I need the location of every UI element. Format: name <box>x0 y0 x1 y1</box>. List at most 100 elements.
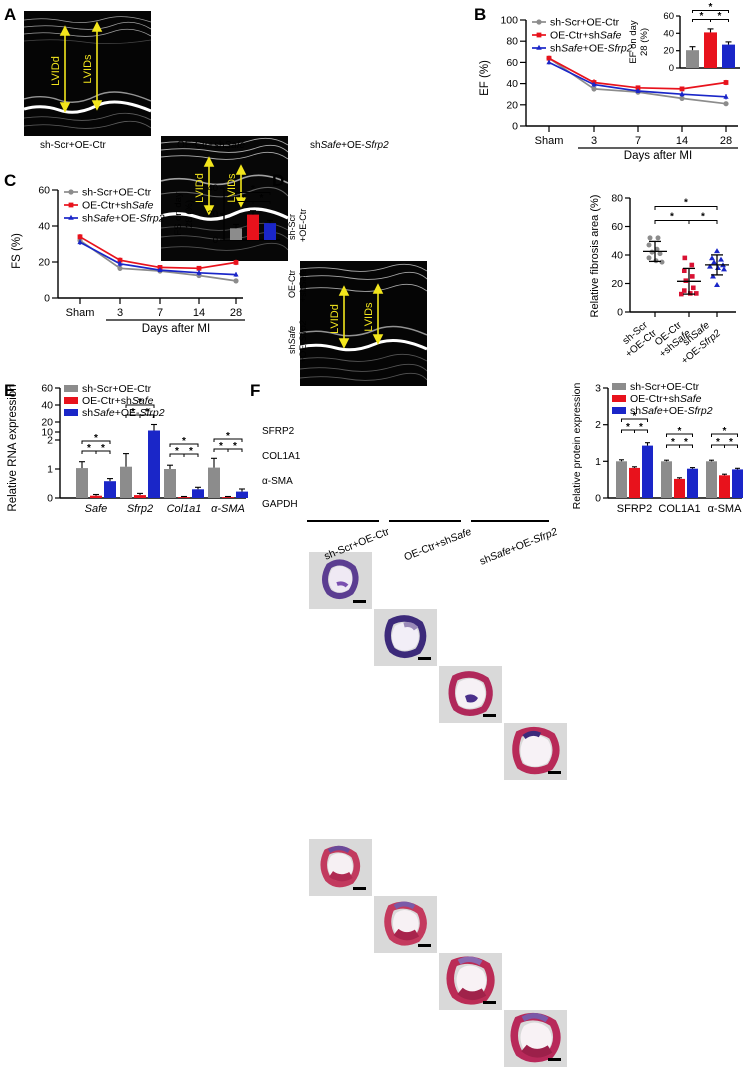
blot-row-label-sfrp2: SFRP2 <box>262 426 295 437</box>
svg-text:*: * <box>723 426 727 437</box>
svg-text:*: * <box>633 411 637 422</box>
svg-text:20: 20 <box>611 278 623 290</box>
svg-text:0: 0 <box>595 493 601 505</box>
svg-text:Col1a1: Col1a1 <box>167 503 202 515</box>
svg-text:FS on day: FS on day <box>173 192 184 236</box>
svg-text:20: 20 <box>41 417 53 429</box>
scale-bar-r2c2 <box>418 944 431 947</box>
svg-text:sh-Scr+OE-Ctr: sh-Scr+OE-Ctr <box>550 17 620 29</box>
blot-group-line-1 <box>307 520 379 522</box>
svg-text:OE-Ctr+shSafe: OE-Ctr+shSafe <box>402 526 473 564</box>
scale-bar-r2c4 <box>548 1058 561 1061</box>
blot-group-line-2 <box>389 520 461 522</box>
histology-image-r1c4 <box>504 723 567 780</box>
svg-text:20: 20 <box>663 46 674 57</box>
svg-text:40: 40 <box>611 250 623 262</box>
svg-text:*: * <box>94 433 98 444</box>
svg-text:60: 60 <box>38 185 50 197</box>
svg-text:7: 7 <box>635 135 641 147</box>
svg-text:*: * <box>671 437 675 448</box>
svg-text:sh-Scr+OE-Ctr: sh-Scr+OE-Ctr <box>82 383 152 395</box>
svg-text:40: 40 <box>41 400 53 412</box>
panel-f-ylabel: Relative protein expression <box>571 383 583 510</box>
svg-text:*: * <box>233 441 237 452</box>
svg-text:60: 60 <box>41 383 53 395</box>
panel-c-letter: C <box>4 171 17 190</box>
svg-text:3: 3 <box>595 383 601 395</box>
scale-bar-r1c2 <box>418 657 431 660</box>
svg-text:α-SMA: α-SMA <box>211 503 245 515</box>
svg-text:*: * <box>219 441 223 452</box>
svg-text:*: * <box>243 193 247 204</box>
echo-caption-3: shSafe+OE-Sfrp2 <box>310 140 389 151</box>
svg-text:shSafe+OE-Sfrp2: shSafe+OE-Sfrp2 <box>550 43 633 55</box>
lvids-label-3: LVIDs <box>363 302 375 332</box>
panel-b-chart: 0 20 40 60 80 100 EF (%) Sham 3 7 14 28 … <box>479 15 738 162</box>
svg-text:60: 60 <box>611 221 623 233</box>
svg-text:1: 1 <box>47 464 53 476</box>
panel-b-xlabel: Days after MI <box>624 150 692 162</box>
svg-text:OE-Ctr+shSafe: OE-Ctr+shSafe <box>82 395 154 407</box>
histology-image-r2c1 <box>309 839 372 896</box>
svg-text:Sham: Sham <box>66 307 95 319</box>
panel-d-row-label-2b: +shSafe <box>298 268 308 302</box>
svg-text:*: * <box>716 437 720 448</box>
panel-e-legend: sh-Scr+OE-Ctr OE-Ctr+shSafe shSafe+OE-Sf… <box>64 383 165 419</box>
svg-text:*: * <box>626 422 630 433</box>
echo-trace-3: LVIDd LVIDs <box>300 261 427 386</box>
svg-text:sh-Scr+OE-Ctr: sh-Scr+OE-Ctr <box>630 381 700 393</box>
svg-text:14: 14 <box>676 135 688 147</box>
svg-text:Safe: Safe <box>85 503 108 515</box>
svg-text:40: 40 <box>506 78 518 90</box>
svg-text:1: 1 <box>595 456 601 468</box>
panel-d-row-label-3b: +OE-Sfrp2 <box>298 320 308 363</box>
svg-text:0: 0 <box>669 63 674 74</box>
scale-bar-r2c1 <box>353 887 366 890</box>
svg-text:*: * <box>701 212 705 223</box>
panel-f-chart: 01 23 Relative protein expression * ** * *… <box>571 381 743 515</box>
scale-bar-r2c3 <box>483 1001 496 1004</box>
svg-text:80: 80 <box>611 193 623 205</box>
svg-text:*: * <box>138 397 142 408</box>
scale-bar-r1c1 <box>353 600 366 603</box>
svg-text:*: * <box>101 443 105 454</box>
svg-text:OE-Ctr+shSafe: OE-Ctr+shSafe <box>550 30 622 42</box>
svg-text:28: 28 <box>230 307 242 319</box>
svg-text:28 (%): 28 (%) <box>184 200 195 228</box>
panel-c-inset-chart: 0 20 40 FS on day 28 (%) * * * <box>173 183 280 246</box>
svg-text:0: 0 <box>47 493 53 505</box>
panel-b-letter: B <box>474 5 487 24</box>
svg-text:sh-Scr+OE-Ctr: sh-Scr+OE-Ctr <box>82 187 152 199</box>
svg-text:28 (%): 28 (%) <box>639 28 650 56</box>
svg-text:*: * <box>678 426 682 437</box>
svg-text:*: * <box>718 11 722 22</box>
svg-text:*: * <box>729 437 733 448</box>
panel-f-legend: sh-Scr+OE-Ctr OE-Ctr+shSafe shSafe+OE-Sf… <box>612 381 713 417</box>
panel-e-letter: E <box>4 381 16 400</box>
panel-e-chart: 0 1 2 10 20 40 60 Relative RNA expressio… <box>7 383 248 515</box>
histology-image-r2c2 <box>374 896 437 953</box>
histology-image-r1c3 <box>439 666 502 723</box>
blot-group-line-3 <box>471 520 549 522</box>
histology-image-r2c3 <box>439 953 502 1010</box>
histology-image-r1c2 <box>374 609 437 666</box>
panel-c-ylabel: FS (%) <box>11 233 23 269</box>
panel-d-row-label-1b: +OE-Ctr <box>298 208 308 242</box>
panel-d-letter: D <box>272 171 285 190</box>
panel-d-row-label-1: sh-Scr <box>287 213 297 240</box>
svg-text:*: * <box>700 11 704 22</box>
svg-text:20: 20 <box>38 257 50 269</box>
echo-image-3: LVIDd LVIDs <box>300 261 427 386</box>
svg-text:*: * <box>182 436 186 447</box>
svg-text:0: 0 <box>213 235 218 246</box>
svg-text:shSafe+OE-Sfrp2: shSafe+OE-Sfrp2 <box>630 405 713 417</box>
svg-text:OE-Ctr+shSafe: OE-Ctr+shSafe <box>630 393 702 405</box>
scale-bar-r1c4 <box>548 771 561 774</box>
panel-e-ylabel: Relative RNA expression <box>7 384 19 511</box>
echo-caption-2: OE-Ctr+shSafe <box>177 140 246 151</box>
lvidd-label-3: LVIDd <box>329 304 341 334</box>
svg-text:0: 0 <box>617 307 623 319</box>
svg-text:40: 40 <box>663 28 674 39</box>
blot-row-label-gapdh: GAPDH <box>262 499 298 510</box>
svg-text:*: * <box>145 407 149 418</box>
